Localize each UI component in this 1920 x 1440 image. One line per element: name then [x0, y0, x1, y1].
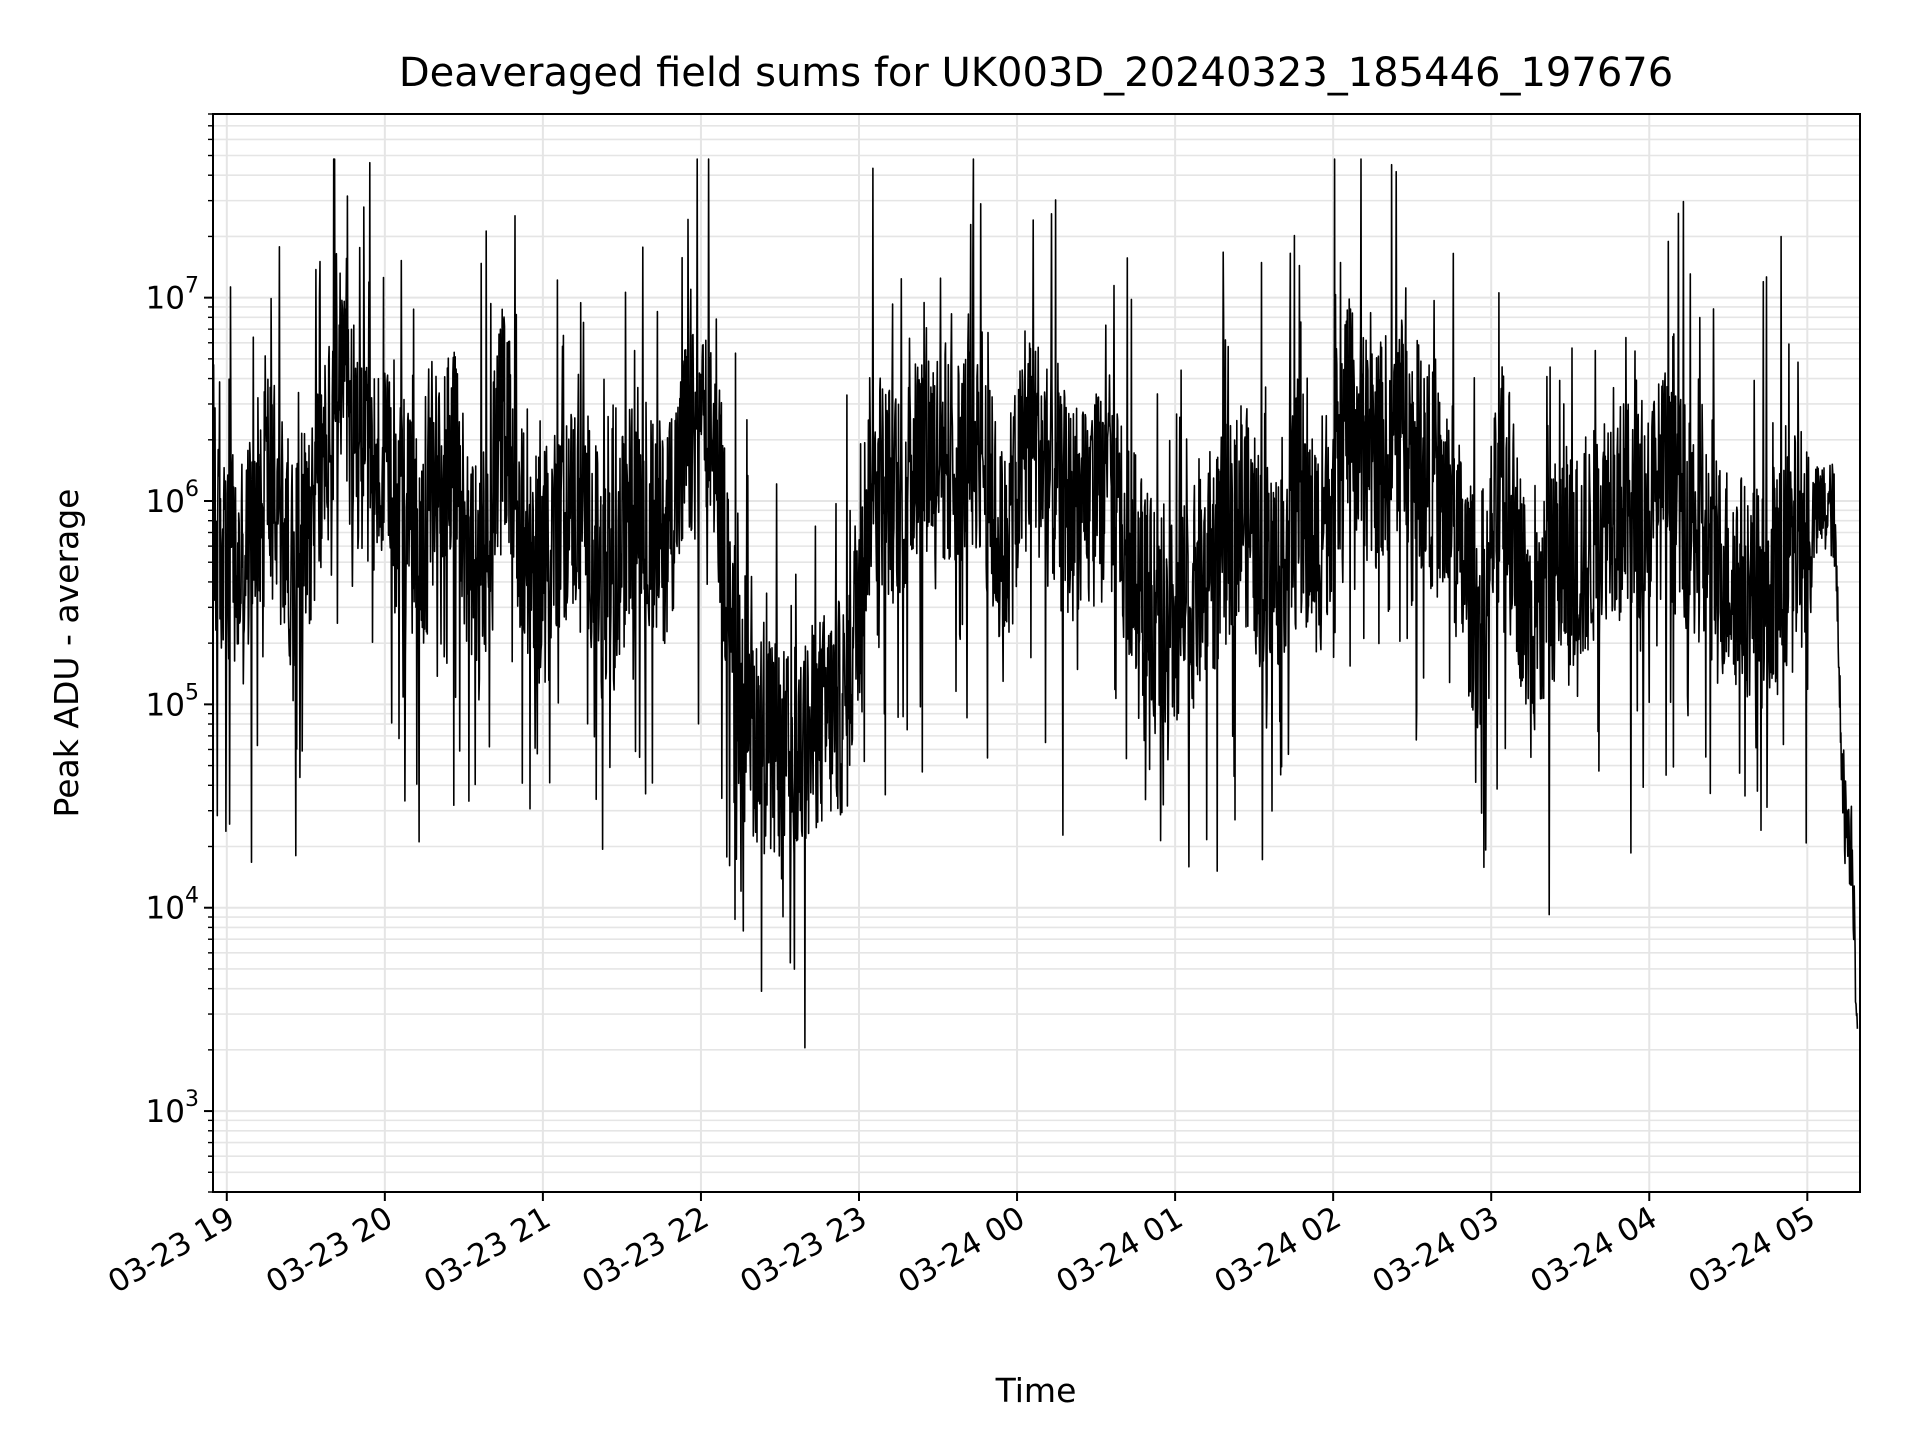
- y-tick-label: 103: [146, 1087, 199, 1130]
- series-layer: [212, 158, 1859, 1049]
- minor-gridlines: [213, 113, 1860, 1193]
- y-tick-base: 10: [146, 891, 185, 927]
- y-tick-base: 10: [146, 1094, 185, 1130]
- y-tick-exponent: 6: [185, 477, 199, 502]
- y-tick-base: 10: [146, 484, 185, 520]
- y-axis-label: Peak ADU - average: [47, 489, 86, 818]
- y-tick-base: 10: [146, 281, 185, 317]
- y-tick-label: 104: [146, 884, 199, 927]
- y-tick-base: 10: [146, 687, 185, 723]
- y-tick-label: 105: [146, 680, 199, 723]
- y-tick-exponent: 3: [185, 1087, 199, 1112]
- y-tick-label: 106: [146, 477, 199, 520]
- x-axis-label: Time: [995, 1371, 1077, 1410]
- y-tick-exponent: 5: [185, 680, 199, 705]
- y-tick-label: 107: [146, 274, 199, 317]
- y-tick-exponent: 7: [185, 274, 199, 299]
- y-tick-exponent: 4: [185, 884, 199, 909]
- chart-title: Deaveraged field sums for UK003D_2024032…: [399, 50, 1673, 96]
- plot-frame: [212, 113, 1861, 1193]
- series-line: [212, 158, 1859, 1049]
